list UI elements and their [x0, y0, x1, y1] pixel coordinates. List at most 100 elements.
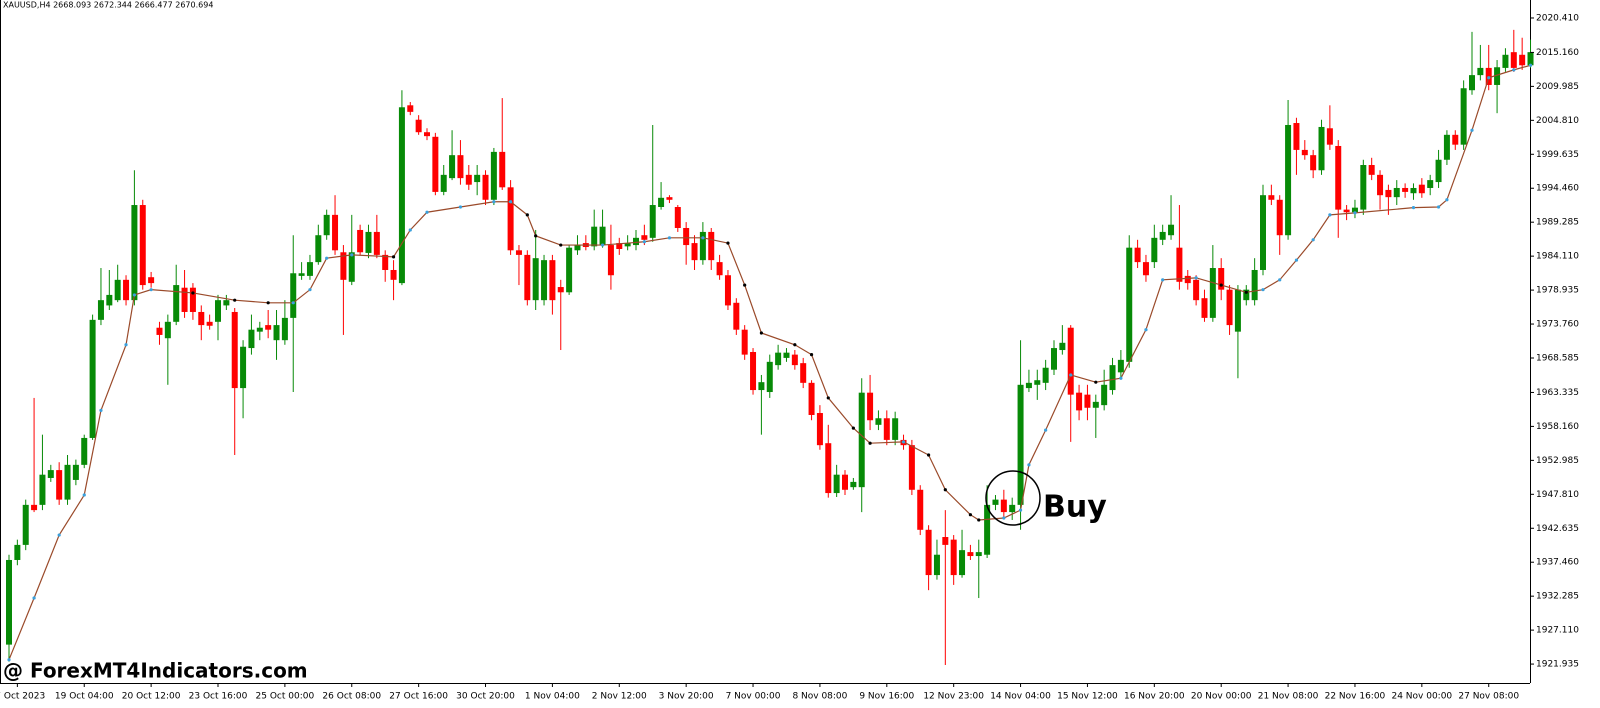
candle-body — [206, 321, 213, 326]
candle-body — [532, 258, 539, 301]
candle-body — [724, 275, 731, 306]
y-tick-label: 1952.985 — [1536, 456, 1579, 466]
candle-body — [925, 529, 932, 576]
candle-body — [933, 554, 940, 576]
candle-body — [708, 231, 715, 261]
candle-body — [465, 174, 472, 185]
candle-body — [139, 205, 146, 286]
candle-body — [566, 247, 573, 293]
candle-body — [850, 481, 857, 488]
x-tick-label: 26 Oct 08:00 — [322, 692, 381, 702]
candle-body — [1117, 359, 1124, 373]
candle-body — [181, 287, 188, 312]
candle-body — [766, 361, 773, 393]
candle-body — [440, 174, 447, 192]
indicator-dot — [99, 408, 103, 412]
candle-body — [1209, 268, 1216, 318]
candle-body — [1092, 401, 1099, 408]
indicator-dot — [191, 291, 195, 295]
candle-body — [1519, 54, 1526, 66]
y-tick-label: 1937.460 — [1536, 558, 1579, 568]
watermark: @ ForexMT4Indicators.com — [3, 659, 308, 683]
candle-body — [1393, 187, 1400, 198]
candle-body — [1168, 224, 1175, 236]
candle-body — [39, 474, 46, 505]
candle-body — [131, 205, 138, 301]
candle-body — [1469, 75, 1475, 91]
candle-body — [240, 346, 247, 389]
indicator-dot — [1244, 290, 1248, 294]
candle-body — [699, 231, 706, 261]
indicator-dot — [534, 234, 538, 238]
indicator-dot — [308, 288, 312, 292]
candle-body — [1134, 247, 1141, 263]
x-tick-label: 2 Nov 12:00 — [592, 692, 647, 702]
candle-body — [1151, 237, 1158, 263]
candle-body — [1460, 88, 1467, 145]
indicator-dot — [1027, 463, 1031, 467]
candle-body — [1260, 195, 1266, 270]
indicator-dot — [701, 236, 705, 240]
candle-body — [783, 352, 790, 358]
x-tick-label: 20 Oct 12:00 — [122, 692, 181, 702]
candle-body — [808, 382, 815, 415]
indicator-dot — [1353, 211, 1357, 215]
candle-body — [1226, 289, 1233, 326]
candle-body — [215, 300, 221, 322]
y-tick-label: 1958.160 — [1536, 422, 1579, 432]
candle-body — [114, 279, 121, 301]
candle-body — [1201, 298, 1208, 318]
candle-body — [173, 285, 180, 322]
candle-body — [1360, 165, 1367, 210]
candle-body — [1059, 342, 1066, 351]
x-tick-label: 9 Nov 16:00 — [859, 692, 914, 702]
x-tick-label: 24 Nov 00:00 — [1391, 692, 1452, 702]
candle-body — [1076, 392, 1083, 411]
candle-body — [515, 250, 522, 255]
candle-body — [256, 327, 263, 332]
indicator-dot — [726, 241, 730, 245]
indicator-dot — [968, 513, 973, 517]
indicator-dot — [1044, 428, 1048, 432]
candle-body — [591, 226, 598, 247]
candle-body — [89, 319, 96, 438]
indicator-dot — [826, 396, 830, 400]
candle-body — [290, 273, 297, 318]
candle-body — [666, 197, 673, 200]
candle-body — [959, 550, 966, 576]
indicator-dot — [901, 440, 906, 444]
candle-body — [750, 351, 757, 391]
indicator-dot — [1194, 276, 1198, 280]
plot-layer — [6, 29, 1534, 665]
candle-body — [482, 174, 489, 200]
candle-body — [1034, 380, 1041, 385]
candle-body — [398, 107, 405, 284]
candle-body — [1301, 149, 1308, 156]
candle-body — [31, 504, 38, 511]
candle-body — [607, 245, 614, 276]
indicator-dot — [667, 236, 672, 240]
candle-body — [1176, 247, 1183, 282]
candle-body — [1009, 504, 1016, 513]
indicator-dot — [509, 200, 513, 204]
indicator-dot — [809, 353, 814, 357]
candle-body — [825, 443, 832, 494]
indicator-dot — [1445, 198, 1449, 202]
indicator-dot — [977, 518, 981, 522]
y-tick-label: 1978.935 — [1536, 286, 1579, 296]
candle-body — [875, 418, 882, 425]
indicator-dot — [1470, 128, 1474, 132]
candle-body — [616, 243, 623, 249]
indicator-dot — [1294, 258, 1299, 262]
candle-body — [975, 552, 982, 557]
candle-body — [599, 226, 606, 246]
candle-body — [641, 235, 648, 240]
candle-body — [1443, 134, 1450, 160]
candle-body — [148, 277, 155, 284]
indicator-dot — [1002, 516, 1006, 520]
x-tick-label: 14 Nov 04:00 — [990, 692, 1051, 702]
candle-body — [733, 302, 740, 330]
candle-body — [6, 559, 12, 645]
